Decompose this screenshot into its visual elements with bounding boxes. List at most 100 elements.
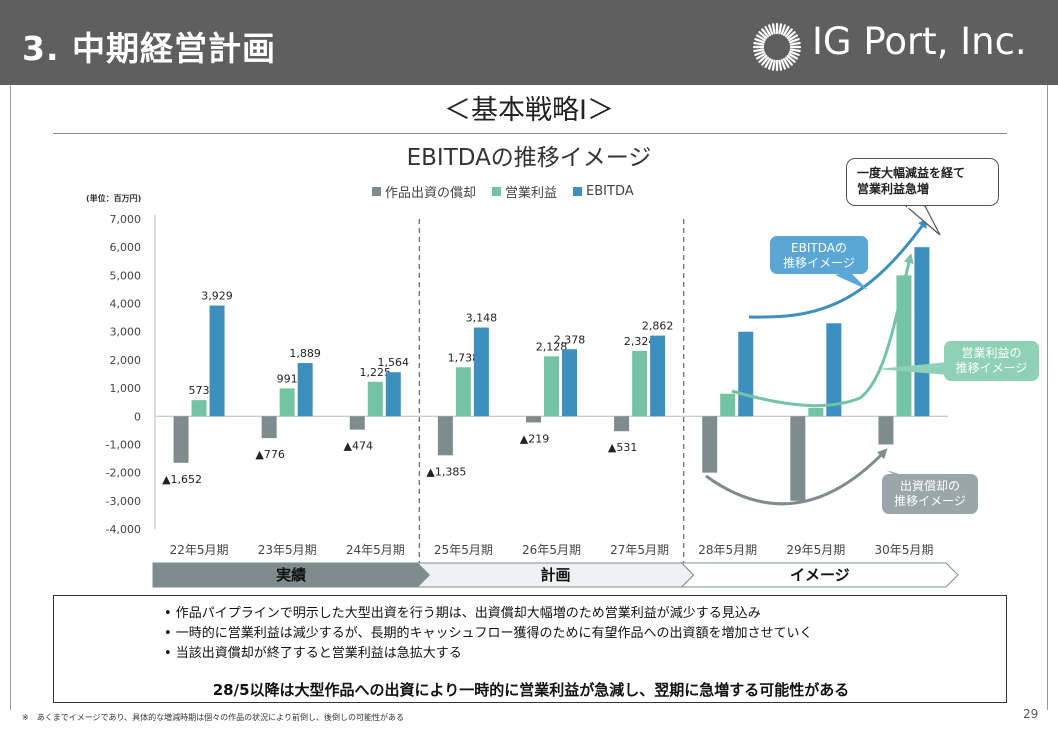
callout-rapid-increase-line2: 営業利益急増 (857, 182, 930, 196)
y-tick-label: -3,000 (106, 495, 141, 508)
data-label: ▲531 (608, 441, 637, 454)
data-label: 1,225 (360, 366, 392, 379)
y-tick-label: -4,000 (106, 523, 141, 536)
logo-ray (753, 48, 765, 53)
bar-operating-profit (808, 407, 824, 417)
y-tick-label: 4,000 (110, 298, 142, 311)
bar-amortization (261, 416, 277, 439)
logo-ray (768, 59, 774, 70)
callout-pointer-ebitda (835, 272, 868, 290)
data-label: ▲1,385 (426, 465, 466, 478)
footnote: ※ あくまでイメージであり、具体的な増減時期は個々の作品の状況により前倒し、後倒… (22, 713, 404, 722)
bar-operating-profit (191, 400, 207, 417)
bar-ebitda (473, 327, 489, 417)
logo-ray (782, 25, 790, 36)
logo-ray (789, 41, 801, 46)
note-bullet-3: • 当該出資償却が終了すると営業利益は急拡大する (164, 646, 462, 661)
frame-left-border (10, 85, 11, 710)
y-tick-label: 7,000 (110, 213, 142, 226)
note-bullet-2: • 一時的に営業利益は減少するが、長期的キャッシュフロー獲得のために有望作品への… (164, 626, 813, 641)
header-bar: 3. 中期経営計画 IG Port, Inc. (0, 0, 1058, 85)
legend-item-ebitda: EBITDA (573, 182, 634, 201)
y-tick-label: 1,000 (110, 382, 142, 395)
bar-ebitda (738, 331, 754, 417)
y-tick-label: -2,000 (106, 467, 141, 480)
logo-ray (784, 56, 793, 66)
logo-ray (758, 54, 768, 63)
bar-ebitda (562, 349, 577, 417)
y-tick-label: 3,000 (110, 326, 142, 339)
x-tick-label: 28年5月期 (698, 543, 757, 557)
legend-label-amortization: 作品出資の償却 (385, 186, 477, 201)
callout-pointer-operating (877, 362, 948, 375)
conclusion-text: 28/5以降は大型作品への出資により一時的に営業利益が急減し、翌期に急増する可能… (212, 681, 850, 699)
callout-pointer-top (904, 205, 941, 236)
x-tick-label: 30年5月期 (874, 543, 933, 557)
bar-amortization (526, 416, 541, 423)
x-tick-label: 26年5月期 (522, 543, 581, 557)
callout-amortization-line2: 推移イメージ (894, 494, 966, 508)
callout-ebitda-line2: 推移イメージ (783, 256, 855, 270)
legend-label-ebitda: EBITDA (586, 184, 634, 199)
logo-ray (788, 52, 799, 60)
logo-ray (754, 38, 765, 44)
company-logo-icon (752, 22, 802, 72)
bar-amortization (790, 416, 806, 501)
bar-operating-profit (896, 275, 912, 417)
bar-ebitda (297, 363, 313, 417)
data-label: ▲474 (344, 440, 373, 453)
y-tick-label: 5,000 (110, 269, 142, 282)
bar-operating-profit (720, 393, 736, 417)
frame-right-border (1047, 85, 1048, 710)
bar-amortization (878, 416, 894, 445)
logo-ray (786, 54, 796, 63)
logo-ray (788, 34, 799, 42)
bar-ebitda (826, 323, 842, 417)
y-tick-label: -1,000 (106, 438, 141, 451)
logo-ray (761, 56, 770, 66)
data-label: 3,929 (201, 290, 233, 303)
data-label: 991 (277, 372, 298, 385)
callout-ebitda-trend: EBITDAの 推移イメージ (770, 236, 868, 274)
bar-operating-profit (632, 350, 648, 417)
logo-ray (768, 24, 774, 35)
data-label: 2,378 (554, 333, 586, 346)
callout-operating-line1: 営業利益の (961, 346, 1022, 360)
callout-rapid-increase: 一度大幅減益を経て 営業利益急増 (846, 158, 999, 206)
data-label: 1,889 (289, 347, 321, 360)
ebitda-trend-arrow (748, 217, 928, 319)
bar-amortization (173, 416, 189, 463)
logo-ray (786, 31, 796, 40)
logo-ray (761, 28, 770, 38)
x-tick-label: 24年5月期 (346, 543, 405, 557)
page-title: 3. 中期経営計画 (22, 29, 276, 68)
bar-amortization (437, 416, 453, 456)
x-tick-label: 25年5月期 (434, 543, 493, 557)
data-label: 1,738 (448, 351, 480, 364)
unit-label: (単位：百万円) (86, 194, 142, 203)
callout-amortization-trend: 出資償却の 推移イメージ (882, 474, 978, 514)
bar-operating-profit (544, 356, 559, 417)
logo-ray (755, 52, 766, 60)
logo-ray (789, 38, 800, 44)
y-tick-label: 2,000 (110, 354, 142, 367)
logo-ray (782, 58, 790, 69)
data-label: 3,148 (466, 312, 498, 325)
logo-ray (771, 23, 776, 35)
bar-ebitda (209, 305, 225, 417)
data-label: ▲219 (520, 432, 549, 445)
logo-ray (764, 58, 772, 69)
x-tick-label: 23年5月期 (258, 543, 317, 557)
phase-label: 実績 (276, 566, 306, 584)
ebitda-chart: 7,000 6,000 5,000 4,000 3,000 2,000 1,000 0 -1,0… (106, 205, 959, 588)
legend-item-operating-profit: 営業利益 (492, 182, 557, 201)
strategy-title: ＜基本戦略Ⅰ＞ (444, 95, 614, 126)
x-tick-label: 22年5月期 (170, 543, 229, 557)
operating-trend-arrow (731, 253, 914, 408)
title-divider (53, 133, 1007, 134)
data-label: 2,324 (624, 335, 656, 348)
logo-ray (789, 50, 800, 56)
legend-item-amortization: 作品出資の償却 (372, 182, 476, 201)
y-tick-label: 6,000 (110, 241, 142, 254)
logo-ray (789, 48, 801, 53)
